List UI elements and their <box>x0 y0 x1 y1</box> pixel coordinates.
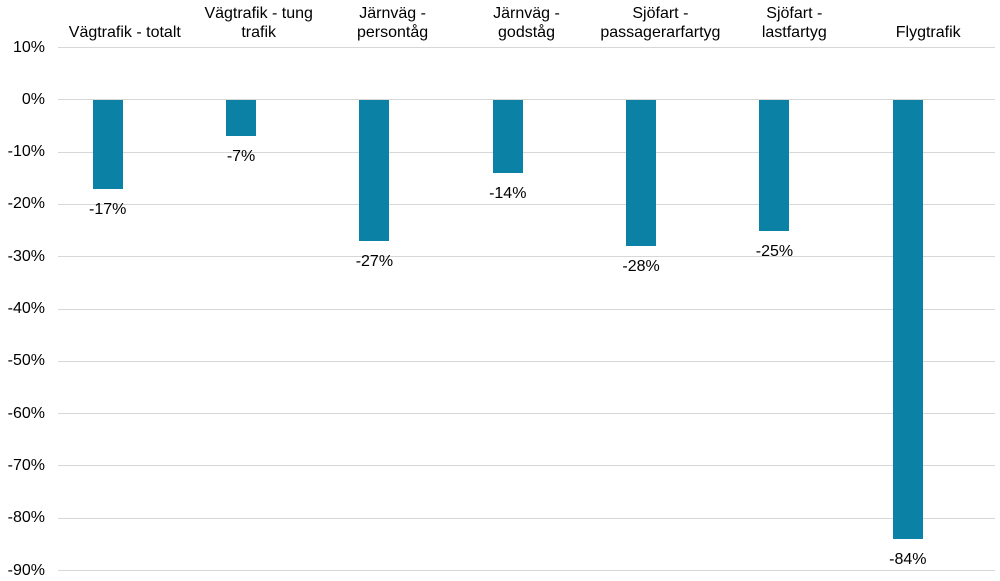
bar <box>892 99 923 540</box>
bar <box>92 99 123 189</box>
category-label-line: Sjöfart - <box>766 5 823 22</box>
category-label-line: trafik <box>241 24 277 41</box>
y-axis-tick-label: 10% <box>12 38 45 56</box>
y-axis-tick-label: -90% <box>7 561 45 579</box>
category-label-line: persontåg <box>357 24 429 41</box>
category-label: Flygtrafik <box>843 0 1000 42</box>
bar <box>626 99 657 247</box>
bar <box>759 99 790 231</box>
category-label-line: Vägtrafik - tung <box>204 5 313 22</box>
y-axis-tick-label: -20% <box>7 195 45 213</box>
y-axis-tick-label: -10% <box>7 143 45 161</box>
category-label: Järnväg - persontåg <box>308 0 478 42</box>
y-axis-tick-label: -70% <box>7 456 45 474</box>
category-label-line: Järnväg - <box>359 5 426 22</box>
y-gridline <box>58 517 995 519</box>
y-gridline <box>58 256 995 258</box>
y-axis-tick-label: -80% <box>7 509 45 527</box>
bar-value-label: -28% <box>622 258 660 276</box>
y-axis-tick-label: -30% <box>7 247 45 265</box>
category-label: Sjöfart - passagerarfartyg <box>575 0 745 42</box>
bar-value-label: -27% <box>355 253 394 270</box>
bar-value-label: -7% <box>226 148 256 166</box>
bar <box>359 99 390 241</box>
y-axis-tick-label: -50% <box>7 352 45 370</box>
y-axis-tick-label: 0% <box>21 90 45 108</box>
y-gridline <box>58 151 995 153</box>
category-label-line: Sjöfart - <box>632 5 689 22</box>
y-gridline <box>58 465 995 467</box>
y-axis-tick-label: -60% <box>7 404 45 422</box>
y-gridline <box>58 47 995 48</box>
bar <box>226 99 257 137</box>
y-gridline <box>58 360 995 362</box>
category-label-line: Vägtrafik - totalt <box>68 24 181 41</box>
category-label-line: Flygtrafik <box>895 24 961 41</box>
y-gridline <box>58 308 995 310</box>
category-label: Sjöfart - lastfartyg <box>709 0 879 42</box>
category-label: Vägtrafik - totalt <box>40 0 210 42</box>
bar-value-label: -14% <box>489 185 527 203</box>
bar <box>492 99 523 174</box>
y-gridline <box>58 203 995 205</box>
category-label: Järnväg - godståg <box>442 0 612 42</box>
category-label-line: godståg <box>498 24 555 41</box>
y-gridline <box>58 570 995 571</box>
bar-value-label: -84% <box>889 551 927 569</box>
bar-value-label: -17% <box>89 200 127 218</box>
y-gridline <box>58 413 995 415</box>
y-axis-tick-label: -40% <box>7 300 45 317</box>
category-label-line: Järnväg - <box>493 5 560 22</box>
category-label: Vägtrafik - tung trafik <box>174 0 344 42</box>
y-gridline <box>58 99 995 101</box>
category-label-line: passagerarfartyg <box>600 24 721 41</box>
bar-value-label: -25% <box>755 242 794 260</box>
category-label-line: lastfartyg <box>761 24 827 41</box>
